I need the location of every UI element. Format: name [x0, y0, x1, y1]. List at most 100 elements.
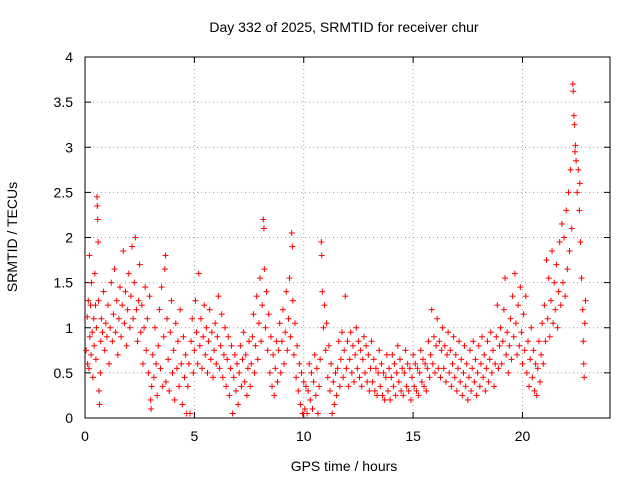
- data-point: [273, 338, 280, 345]
- data-point: [347, 329, 354, 336]
- data-point: [156, 306, 163, 313]
- data-point: [329, 410, 336, 417]
- data-point: [216, 365, 223, 372]
- data-point: [173, 365, 180, 372]
- data-point: [106, 360, 113, 367]
- data-point: [530, 347, 537, 354]
- data-point: [203, 324, 210, 331]
- data-point: [555, 288, 562, 295]
- data-point: [580, 338, 587, 345]
- data-point: [306, 360, 313, 367]
- data-point: [571, 121, 578, 128]
- data-point: [335, 338, 342, 345]
- data-point: [123, 342, 130, 349]
- data-point: [480, 374, 487, 381]
- data-point: [196, 342, 203, 349]
- data-point: [366, 387, 373, 394]
- data-point: [95, 239, 102, 246]
- data-point: [162, 252, 169, 259]
- data-point: [107, 324, 114, 331]
- data-point: [193, 329, 200, 336]
- data-point: [405, 387, 412, 394]
- data-point: [251, 369, 258, 376]
- data-point: [91, 342, 98, 349]
- data-point: [532, 360, 539, 367]
- data-point: [188, 338, 195, 345]
- data-point: [391, 360, 398, 367]
- data-point: [86, 252, 93, 259]
- data-point: [240, 329, 247, 336]
- data-point: [149, 351, 156, 358]
- data-point: [552, 306, 559, 313]
- data-point: [390, 383, 397, 390]
- data-point: [343, 365, 350, 372]
- data-point: [223, 383, 230, 390]
- data-point: [96, 401, 103, 408]
- data-point: [118, 333, 125, 340]
- data-point: [86, 333, 93, 340]
- data-point: [424, 365, 431, 372]
- data-point: [433, 342, 440, 349]
- data-point: [164, 315, 171, 322]
- data-point: [384, 387, 391, 394]
- data-point: [124, 306, 131, 313]
- data-point: [88, 279, 95, 286]
- data-point: [399, 365, 406, 372]
- data-point: [495, 365, 502, 372]
- y-tick-label: 1: [65, 320, 73, 336]
- data-point: [444, 351, 451, 358]
- data-point: [439, 324, 446, 331]
- y-axis-label: SRMTID / TECUs: [4, 182, 20, 292]
- data-point: [481, 351, 488, 358]
- data-point: [386, 365, 393, 372]
- data-point: [398, 387, 405, 394]
- data-point: [227, 365, 234, 372]
- data-point: [184, 383, 191, 390]
- data-point: [160, 333, 167, 340]
- data-point: [131, 279, 138, 286]
- data-point: [342, 293, 349, 300]
- data-point: [554, 324, 561, 331]
- data-point: [509, 293, 516, 300]
- data-point: [154, 392, 161, 399]
- data-point: [442, 378, 449, 385]
- data-point: [159, 383, 166, 390]
- data-point: [185, 360, 192, 367]
- data-point: [354, 365, 361, 372]
- data-point: [100, 288, 107, 295]
- data-point: [201, 302, 208, 309]
- data-point: [376, 347, 383, 354]
- data-point: [89, 329, 96, 336]
- data-point: [383, 351, 390, 358]
- data-point: [113, 297, 120, 304]
- data-point: [375, 369, 382, 376]
- data-point: [224, 356, 231, 363]
- data-point: [409, 374, 416, 381]
- data-point: [200, 333, 207, 340]
- data-point: [277, 369, 284, 376]
- data-point: [281, 360, 288, 367]
- data-point: [97, 338, 104, 345]
- data-point: [419, 356, 426, 363]
- data-point: [85, 297, 92, 304]
- data-point: [579, 306, 586, 313]
- data-point: [305, 387, 312, 394]
- data-point: [294, 342, 301, 349]
- data-point: [397, 356, 403, 363]
- data-point: [197, 315, 204, 322]
- data-point: [263, 288, 270, 295]
- data-point: [392, 392, 399, 399]
- data-point: [477, 360, 484, 367]
- data-point: [485, 378, 492, 385]
- data-point: [108, 279, 115, 286]
- data-point: [487, 329, 494, 336]
- data-point: [328, 360, 335, 367]
- data-point: [457, 378, 464, 385]
- data-point: [92, 356, 99, 363]
- data-point: [176, 383, 183, 390]
- data-point: [470, 338, 477, 345]
- data-point: [468, 387, 475, 394]
- data-point: [566, 248, 573, 255]
- y-tick-label: 3: [65, 139, 73, 155]
- data-point: [249, 333, 256, 340]
